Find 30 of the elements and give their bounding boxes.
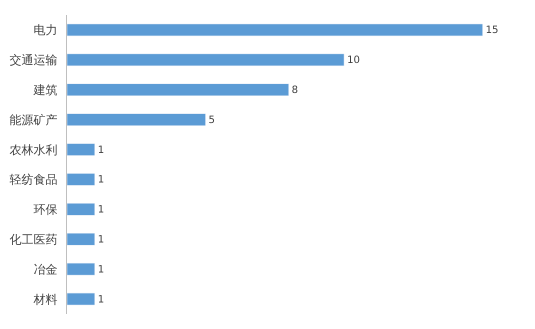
y-tick-label: 能源矿产	[10, 112, 58, 127]
data-label: 10	[347, 55, 360, 66]
y-tick-label: 轻纺食品	[10, 172, 58, 187]
data-label: 1	[98, 144, 104, 156]
y-tick-label: 化工医药	[10, 232, 58, 246]
bar	[67, 262, 95, 276]
data-label: 1	[98, 234, 104, 246]
data-label: 15	[486, 25, 498, 36]
data-label: 5	[208, 114, 215, 126]
bar	[67, 173, 95, 186]
data-label: 8	[292, 84, 298, 96]
bar	[67, 54, 344, 66]
bar	[67, 143, 95, 156]
data-label: 1	[98, 204, 104, 216]
bar	[67, 203, 95, 216]
data-label: 1	[98, 294, 104, 306]
y-tick-label: 农林水利	[10, 142, 58, 157]
data-label: 1	[98, 264, 104, 276]
y-tick-label: 材料	[32, 292, 58, 306]
y-tick-label: 冶金	[34, 262, 58, 276]
y-tick-label: 交通运输	[10, 53, 58, 68]
bar	[67, 24, 483, 36]
bar	[67, 292, 95, 306]
data-label: 1	[98, 174, 104, 186]
y-tick-label: 环保	[34, 202, 58, 217]
bar	[67, 84, 289, 96]
y-tick-label: 电力	[34, 23, 58, 38]
bar	[67, 233, 95, 246]
y-tick-label: 建筑	[32, 82, 58, 97]
bar	[67, 113, 206, 126]
